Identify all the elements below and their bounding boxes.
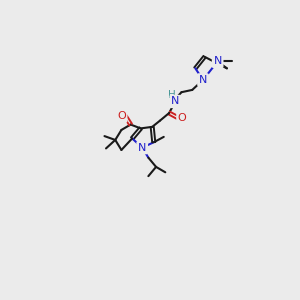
Text: H: H [168, 90, 175, 100]
Text: N: N [171, 96, 179, 106]
Text: N: N [199, 75, 207, 85]
Text: N: N [214, 56, 222, 66]
Text: N: N [138, 143, 146, 153]
Text: O: O [178, 113, 187, 123]
Text: O: O [117, 111, 126, 121]
